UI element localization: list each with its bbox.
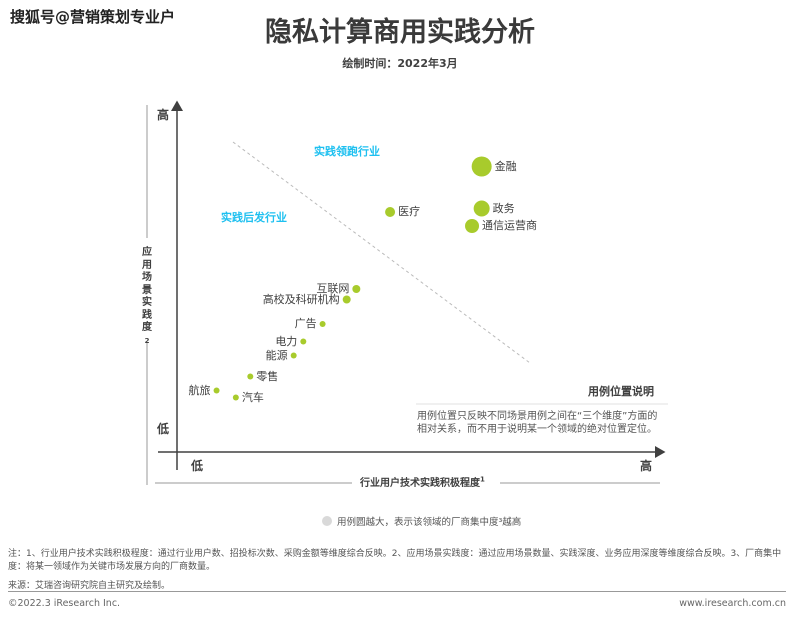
bubble-10 [213,387,220,394]
bubble-label: 电力 [275,334,298,348]
bubble-9 [247,373,254,380]
notes: 注：1、行业用户技术实践积极程度：通过行业用户数、招投标次数、采购金额等维度综合… [8,549,782,572]
subtitle: 绘制时间：2022年3月 [342,57,458,70]
bubble-5 [342,295,351,304]
x-axis-label-text: 行业用户技术实践积极程度 [360,478,480,489]
x-high-tick: 高 [640,459,653,473]
legend-bubble-icon [322,516,332,526]
legend-text: 用例位置只反映不同场景用例之间在“三个维度”方面的相对关系，而不用于说明某一个领… [417,411,658,435]
bubble-1 [473,200,490,217]
footer-divider [8,591,786,592]
bubble-4 [352,285,361,293]
bubble-11 [232,394,239,401]
zone-label-leading: 实践领跑行业 [314,145,380,158]
copyright: ©2022.3 iResearch Inc. [8,598,121,609]
bubble-label: 能源 [265,348,288,362]
bubble-2 [465,219,480,233]
bubble-7 [300,338,307,345]
bubble-label: 零售 [256,369,279,383]
x-low-tick: 低 [191,459,204,473]
bubble-8 [290,352,297,359]
bubble-label: 高校及科研机构 [262,292,340,306]
bubble-label: 汽车 [241,390,264,404]
bubble-size-legend: 用例圆越大，表示该领域的厂商集中度³越高 [322,514,521,528]
bubble-size-legend-text: 用例圆越大，表示该领域的厂商集中度³越高 [337,517,522,528]
y-low-tick: 低 [157,422,170,436]
bubble-0 [471,156,492,177]
bubble-label: 通信运营商 [482,219,538,232]
bubble-label: 政务 [492,201,515,215]
bubble-6 [319,321,326,327]
bubble-label: 航旅 [188,383,211,397]
y-axis-label: 应用场景实践度 2 [140,247,154,351]
y-high-tick: 高 [157,108,170,122]
chart-title: 隐私计算商用实践分析 [265,17,535,48]
zone-label-lagging: 实践后发行业 [221,211,287,224]
bubble-label: 互联网 [316,282,350,295]
y-axis-label-sup: 2 [144,336,150,345]
divider-line [232,141,531,364]
watermark: 搜狐号@营销策划专业户 [10,8,176,26]
website-link[interactable]: www.iresearch.com.cn [679,598,786,609]
x-axis-label-sup: 1 [480,475,485,484]
bubble-3 [385,207,396,217]
bubble-label: 广告 [294,317,317,330]
bubble-label: 医疗 [398,205,421,218]
legend-title: 用例位置说明 [588,385,654,398]
source: 来源：艾瑞咨询研究院自主研究及绘制。 [8,581,171,591]
bubble-label: 金融 [494,159,517,173]
x-axis-label: 行业用户技术实践积极程度1 [360,474,485,489]
y-axis-label-text: 应用场景实践度 [142,247,152,333]
